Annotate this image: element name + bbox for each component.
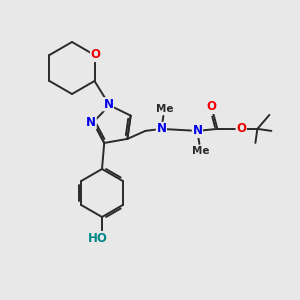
Text: N: N [192,124,203,137]
Text: N: N [103,98,113,111]
Text: Me: Me [192,146,209,156]
Text: O: O [206,100,216,113]
Text: N: N [156,122,167,135]
Text: O: O [236,122,246,135]
Text: N: N [86,116,96,129]
Text: O: O [91,49,100,62]
Text: Me: Me [156,104,173,114]
Text: HO: HO [88,232,108,244]
